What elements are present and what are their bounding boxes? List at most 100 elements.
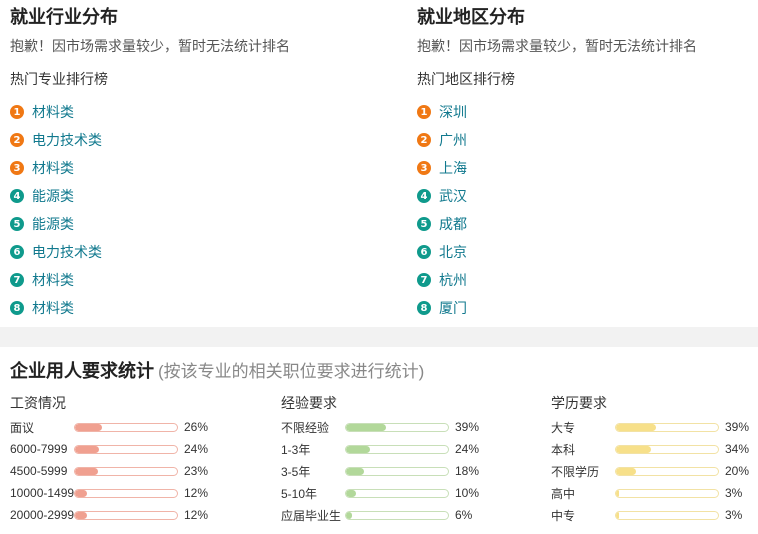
stat-percent: 18% — [455, 464, 480, 478]
stat-bar — [345, 488, 449, 498]
region-rank-list: 1 深圳 2 广州 3 上海 4 武汉 5 成都 6 北京 7 杭州 8 厦门 — [417, 98, 757, 322]
region-rank-item: 3 上海 — [417, 154, 757, 182]
industry-rank-item: 5 能源类 — [10, 210, 350, 238]
stat-bar — [345, 510, 449, 520]
stat-bar-fill — [75, 489, 88, 497]
industry-rank-link[interactable]: 能源类 — [32, 216, 74, 232]
salary-stat-row: 10000-14999 12% — [10, 482, 210, 504]
stat-label: 高中 — [551, 486, 576, 501]
stat-label: 3-5年 — [281, 464, 311, 479]
stat-label: 大专 — [551, 420, 576, 435]
stat-label: 1-3年 — [281, 442, 311, 457]
stat-bar-fill — [616, 445, 651, 453]
stat-bar — [615, 510, 719, 520]
education-stat-row: 本科 34% — [551, 438, 751, 460]
region-rank-link[interactable]: 厦门 — [439, 300, 467, 316]
stat-bar — [615, 422, 719, 432]
stat-label: 应届毕业生 — [281, 508, 342, 523]
region-rank-item: 5 成都 — [417, 210, 757, 238]
education-stat-row: 中专 3% — [551, 504, 751, 526]
stat-label: 面议 — [10, 420, 35, 435]
rank-number-badge: 6 — [417, 245, 431, 259]
stat-bar-fill — [75, 511, 88, 519]
experience-title: 经验要求 — [281, 395, 337, 411]
stat-bar — [74, 510, 178, 520]
stat-percent: 34% — [725, 442, 750, 456]
stat-bar-fill — [75, 445, 100, 453]
experience-stat-row: 3-5年 18% — [281, 460, 481, 482]
requirements-title-text: 企业用人要求统计 — [10, 361, 154, 381]
industry-notice: 抱歉！因市场需求量较少，暂时无法统计排名 — [10, 38, 290, 54]
stat-label: 中专 — [551, 508, 576, 523]
rank-number-badge: 1 — [10, 105, 24, 119]
salary-stat-row: 4500-5999 23% — [10, 460, 210, 482]
stat-percent: 39% — [725, 420, 750, 434]
region-rank-link[interactable]: 成都 — [439, 216, 467, 232]
region-rank-link[interactable]: 深圳 — [439, 104, 467, 120]
region-rank-link[interactable]: 广州 — [439, 132, 467, 148]
industry-title: 就业行业分布 — [10, 7, 118, 27]
rank-number-badge: 5 — [417, 217, 431, 231]
rank-number-badge: 3 — [10, 161, 24, 175]
stat-bar-fill — [75, 423, 102, 431]
industry-rank-item: 1 材料类 — [10, 98, 350, 126]
requirements-subtitle: (按该专业的相关职位要求进行统计) — [158, 362, 425, 381]
industry-rank-link[interactable]: 电力技术类 — [32, 132, 102, 148]
rank-number-badge: 1 — [417, 105, 431, 119]
stat-bar-fill — [616, 511, 620, 519]
industry-rank-item: 4 能源类 — [10, 182, 350, 210]
rank-number-badge: 4 — [10, 189, 24, 203]
region-title: 就业地区分布 — [417, 7, 525, 27]
stat-percent: 26% — [184, 420, 209, 434]
stat-bar-fill — [616, 489, 620, 497]
stat-percent: 6% — [455, 508, 473, 522]
region-rank-link[interactable]: 杭州 — [439, 272, 467, 288]
rank-number-badge: 8 — [10, 301, 24, 315]
education-stat-row: 高中 3% — [551, 482, 751, 504]
stat-bar-fill — [75, 467, 99, 475]
stat-percent: 12% — [184, 486, 209, 500]
stat-label: 5-10年 — [281, 486, 318, 501]
region-rank-item: 2 广州 — [417, 126, 757, 154]
industry-rank-link[interactable]: 材料类 — [32, 300, 74, 316]
region-rank-link[interactable]: 北京 — [439, 244, 467, 260]
industry-rank-item: 7 材料类 — [10, 266, 350, 294]
stat-percent: 24% — [184, 442, 209, 456]
region-rank-item: 7 杭州 — [417, 266, 757, 294]
education-stat-row: 不限学历 20% — [551, 460, 751, 482]
stat-bar — [74, 488, 178, 498]
industry-rank-link[interactable]: 材料类 — [32, 104, 74, 120]
stat-percent: 24% — [455, 442, 480, 456]
industry-rank-link[interactable]: 材料类 — [32, 272, 74, 288]
industry-rank-link[interactable]: 能源类 — [32, 188, 74, 204]
region-rank-link[interactable]: 上海 — [439, 160, 467, 176]
region-rank-item: 1 深圳 — [417, 98, 757, 126]
rank-number-badge: 2 — [417, 133, 431, 147]
region-section: 就业地区分布 抱歉！因市场需求量较少，暂时无法统计排名 热门地区排行榜 1 深圳 2… — [417, 0, 757, 322]
stat-percent: 12% — [184, 508, 209, 522]
industry-rank-item: 6 电力技术类 — [10, 238, 350, 266]
stat-bar-fill — [616, 467, 637, 475]
stat-bar-fill — [346, 467, 365, 475]
stat-label: 不限学历 — [551, 464, 600, 479]
region-notice: 抱歉！因市场需求量较少，暂时无法统计排名 — [417, 38, 697, 54]
stat-percent: 3% — [725, 508, 743, 522]
stat-bar — [615, 466, 719, 476]
rank-number-badge: 5 — [10, 217, 24, 231]
stat-bar — [615, 444, 719, 454]
experience-stat-row: 应届毕业生 6% — [281, 504, 481, 526]
stat-bar — [345, 444, 449, 454]
experience-stats: 经验要求 不限经验 39% 1-3年 24% 3-5年 18% 5-10年 10% 应届毕业生 6… — [281, 394, 481, 526]
industry-list-title: 热门专业排行榜 — [10, 71, 108, 87]
salary-stat-row: 20000-29999 12% — [10, 504, 210, 526]
region-list-title: 热门地区排行榜 — [417, 71, 515, 87]
rank-number-badge: 8 — [417, 301, 431, 315]
experience-stat-row: 不限经验 39% — [281, 416, 481, 438]
stat-percent: 39% — [455, 420, 480, 434]
industry-rank-link[interactable]: 电力技术类 — [32, 244, 102, 260]
industry-rank-link[interactable]: 材料类 — [32, 160, 74, 176]
rank-number-badge: 4 — [417, 189, 431, 203]
region-rank-link[interactable]: 武汉 — [439, 188, 467, 204]
region-rank-item: 8 厦门 — [417, 294, 757, 322]
stat-label: 不限经验 — [281, 420, 330, 435]
